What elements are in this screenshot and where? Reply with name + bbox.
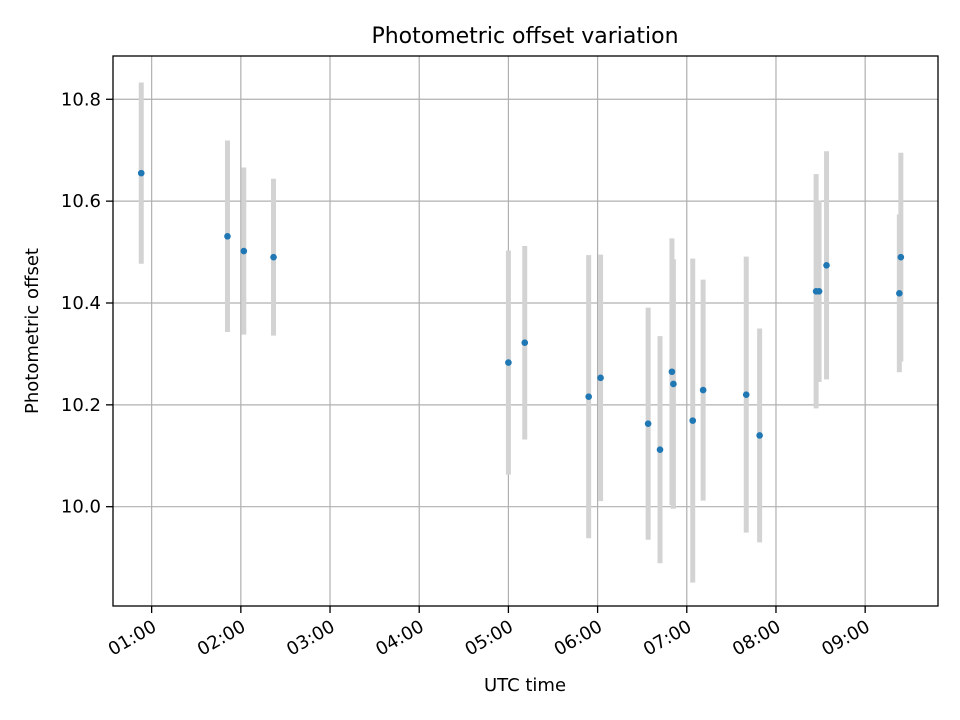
chart-title: Photometric offset variation [371,24,678,49]
y-tick-label: 10.0 [61,497,101,518]
x-axis-ticks: 01:00 02:00 03:00 04:00 05:00 06:00 07:00 08:00… [105,606,874,660]
x-tick-label: 01:00 [105,616,160,660]
x-tick-label: 05:00 [461,616,516,660]
x-tick-label: 07:00 [640,616,695,660]
data-point [699,386,707,394]
data-point [815,287,823,295]
data-point [668,368,676,376]
x-tick-label: 09:00 [818,616,873,660]
data-point [521,339,529,347]
x-tick-label: 02:00 [194,616,249,660]
data-point [756,432,763,439]
y-tick-label: 10.4 [61,293,101,314]
data-point [644,420,652,427]
data-point [585,393,592,400]
y-tick-label: 10.6 [61,191,101,212]
x-tick-label: 06:00 [551,616,606,660]
plot-frame [112,55,939,607]
data-point [656,446,664,453]
x-tick-label: 08:00 [729,616,784,660]
data-point [742,391,750,398]
data-point [240,247,248,255]
data-point [224,232,231,240]
data-point [597,374,604,382]
data-point [670,380,677,388]
data-point [823,262,830,269]
y-axis-label: Photometric offset [22,248,43,414]
error-bars [138,82,904,583]
x-tick-label: 04:00 [372,616,427,660]
y-tick-label: 10.2 [61,395,101,416]
data-point [137,169,145,177]
data-point [505,359,512,366]
data-point [897,253,905,261]
data-point [689,417,697,424]
data-points [137,169,905,453]
data-point [270,253,277,261]
y-axis-ticks: 10.0 10.2 10.4 10.6 10.8 [61,89,113,518]
data-point [896,290,903,297]
y-tick-label: 10.8 [61,89,101,110]
x-tick-label: 03:00 [283,616,338,660]
x-axis-label: UTC time [484,675,566,696]
